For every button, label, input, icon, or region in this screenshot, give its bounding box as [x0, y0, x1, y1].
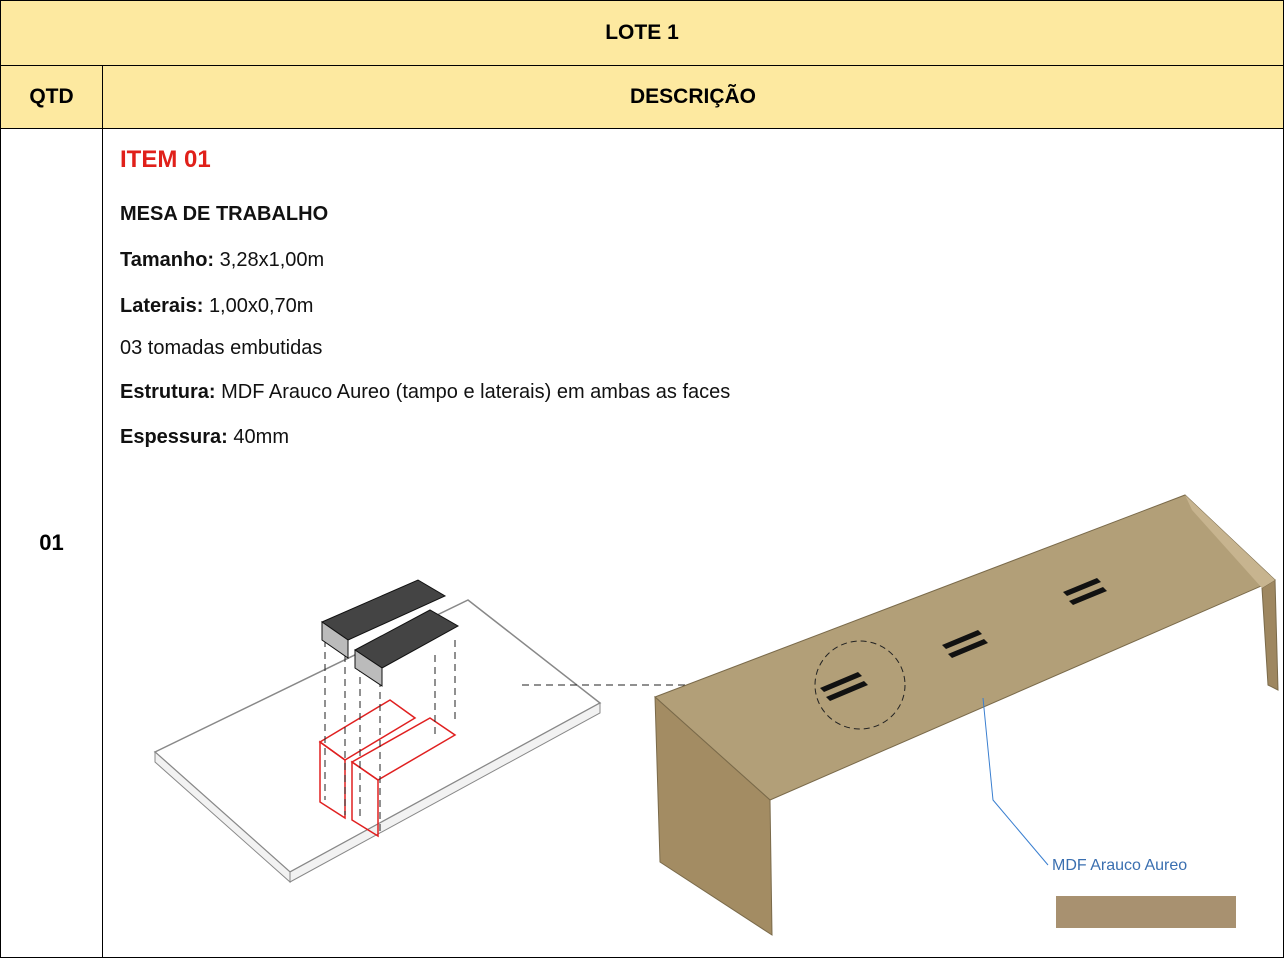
socket-slots	[820, 578, 1107, 701]
table-leg	[654, 695, 773, 936]
detail-circle	[814, 640, 906, 730]
spec-label: Laterais:	[120, 295, 204, 317]
spec: Estrutura: MDF Arauco Aureo (tampo e lat…	[120, 381, 730, 404]
item-name: MESA DE TRABALHO	[120, 203, 329, 225]
spec-value: 3,28x1,00m	[219, 249, 325, 271]
table-edge	[1185, 495, 1275, 588]
spec-label: Estrutura:	[120, 381, 216, 403]
item-title: ITEM 01	[120, 146, 211, 173]
table-leg	[1261, 579, 1279, 691]
lot-title: LOTE 1	[0, 0, 1284, 66]
spec-value: MDF Arauco Aureo (tampo e laterais) em a…	[221, 381, 731, 403]
spec-value: 03 tomadas embutidas	[120, 337, 323, 359]
spec: 03 tomadas embutidas	[120, 337, 322, 360]
spec-value: 40mm	[233, 426, 289, 448]
spec: Espessura: 40mm	[120, 426, 289, 449]
leader-line	[982, 697, 1049, 866]
spec: Tamanho: 3,28x1,00m	[120, 249, 324, 272]
swatch	[1056, 896, 1236, 928]
material-label: MDF Arauco Aureo	[1052, 857, 1187, 874]
spec-label: Espessura:	[120, 426, 228, 448]
spec: Laterais: 1,00x0,70m	[120, 295, 313, 318]
cutouts	[318, 699, 457, 838]
sockets	[320, 579, 460, 687]
plate-edge	[289, 702, 601, 883]
spec-value: 1,00x0,70m	[208, 295, 314, 317]
spec-label: Tamanho:	[120, 249, 215, 271]
desc-header: DESCRIÇÃO	[102, 65, 1284, 129]
